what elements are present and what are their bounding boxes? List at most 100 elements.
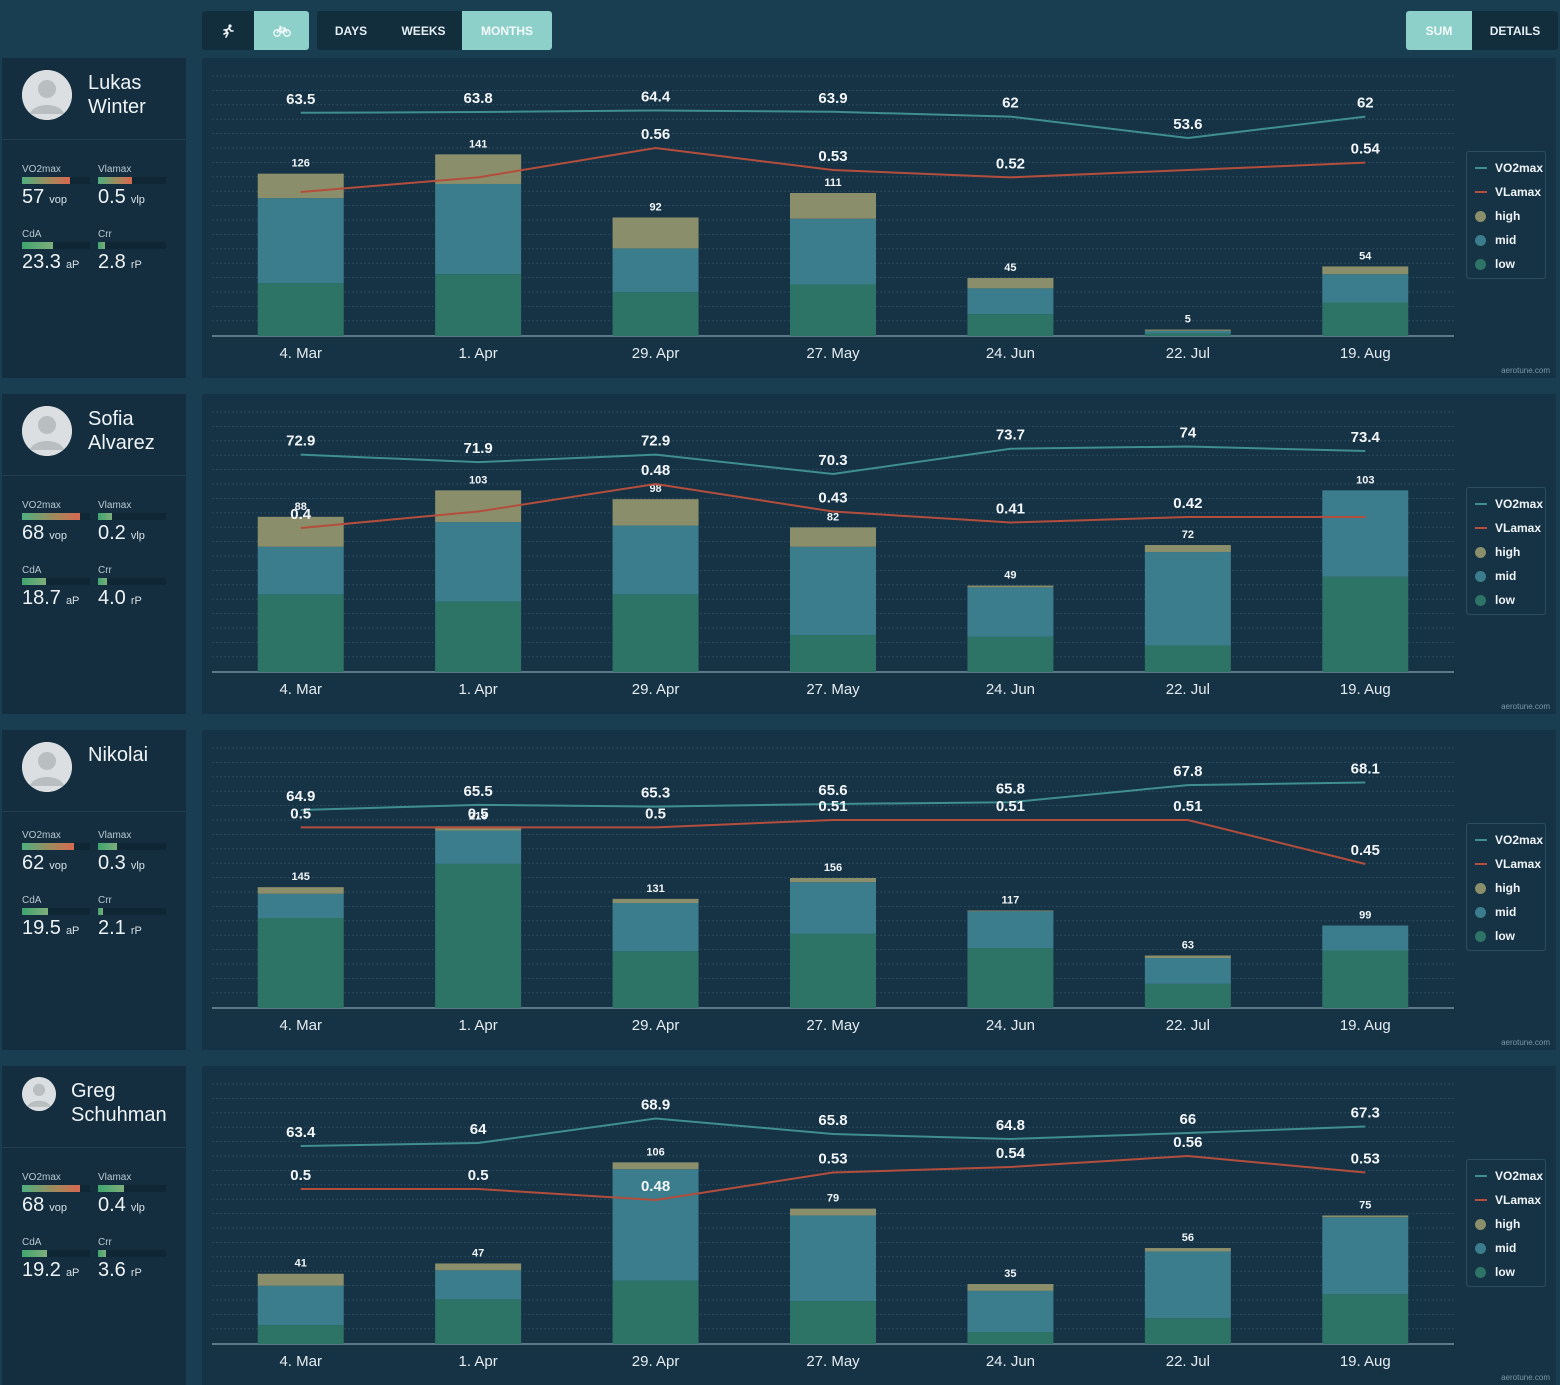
legend-item-vo2max[interactable]: VO2max <box>1475 496 1543 512</box>
legend-item-vo2max[interactable]: VO2max <box>1475 160 1543 176</box>
x-tick-label: 4. Mar <box>279 1017 322 1034</box>
legend-item-vlamax[interactable]: VLamax <box>1475 520 1541 536</box>
legend-item-mid[interactable]: mid <box>1475 904 1516 920</box>
metric-value-row: 0.2 vlp <box>98 522 168 547</box>
bar-total-label: 117 <box>1002 895 1020 907</box>
vlamax-value-label: 0.5 <box>468 1167 489 1184</box>
bar-segment-low <box>790 284 876 336</box>
avatar[interactable] <box>22 742 72 792</box>
chart-panel: 88 4. Mar 103 1. Apr 98 29. Apr 82 27. May 49 24.… <box>202 394 1556 714</box>
vlamax-value-label: 0.53 <box>818 1151 847 1168</box>
legend-item-high[interactable]: high <box>1475 544 1520 560</box>
chart-panel: 145 4. Mar 218 1. Apr 131 29. Apr 156 27. May 11… <box>202 730 1556 1050</box>
bar-segment-high <box>612 217 699 249</box>
metric-label: CdA <box>22 1237 42 1248</box>
days-button[interactable]: DAYS <box>334 23 368 38</box>
metric-value-row: 0.4 vlp <box>98 1194 168 1219</box>
metric-value: 57 <box>22 186 45 208</box>
details-button[interactable]: DETAILS <box>1489 23 1541 38</box>
metric-value: 68 <box>22 522 45 544</box>
vo2max-value-label: 65.6 <box>818 782 847 799</box>
legend-swatch <box>1475 882 1486 894</box>
metric-value-row: 68 vop <box>22 522 92 547</box>
bar-segment-high <box>257 887 344 894</box>
bar-segment-mid <box>1144 1251 1231 1319</box>
legend-item-high[interactable]: high <box>1475 880 1520 896</box>
metric-unit: rP <box>130 259 142 271</box>
vo2max-value-label: 53.6 <box>1173 116 1202 133</box>
bar-segment-low <box>257 594 344 672</box>
watermark: aerotune.com <box>1501 1373 1550 1382</box>
x-tick-label: 1. Apr <box>459 1017 498 1034</box>
metric-value-row: 4.0 rP <box>98 587 168 612</box>
legend-item-mid[interactable]: mid <box>1475 1240 1516 1256</box>
legend-item-vlamax[interactable]: VLamax <box>1475 184 1541 200</box>
cda-metric: CdA 19.5 aP <box>22 895 92 942</box>
vo2max-value-label: 74 <box>1180 425 1197 442</box>
vo2max-value-label: 70.3 <box>818 452 847 469</box>
legend-item-mid[interactable]: mid <box>1475 232 1516 248</box>
vo2max-line <box>300 445 1366 476</box>
x-tick-label: 29. Apr <box>632 1353 680 1370</box>
legend-label: mid <box>1495 569 1517 583</box>
bar-segment-high <box>1144 955 1231 958</box>
avatar[interactable] <box>22 406 72 456</box>
legend-item-vo2max[interactable]: VO2max <box>1475 832 1543 848</box>
legend-item-vlamax[interactable]: VLamax <box>1475 1192 1541 1208</box>
bar-segment-low <box>435 1299 522 1344</box>
vlamax-line <box>300 482 1366 529</box>
legend-item-high[interactable]: high <box>1475 208 1520 224</box>
vo2max-value-label: 68.9 <box>641 1097 670 1114</box>
cycling-sport-button[interactable] <box>254 11 309 50</box>
crr-metric: Crr 3.6 rP <box>98 1237 168 1284</box>
bar-total-label: 45 <box>1004 262 1016 274</box>
bar-segment-mid <box>257 546 344 595</box>
metric-bar <box>22 1185 90 1192</box>
sum-button[interactable]: SUM <box>1406 11 1472 50</box>
bar-segment-low <box>967 636 1054 672</box>
x-tick-label: 27. May <box>806 681 860 698</box>
metric-unit: vlp <box>130 860 145 872</box>
legend-item-vo2max[interactable]: VO2max <box>1475 1168 1543 1184</box>
metric-label: Vlamax <box>98 830 132 841</box>
metric-fill <box>22 242 53 249</box>
vo2max-value-label: 63.5 <box>286 91 315 108</box>
vo2max-value-label: 72.9 <box>286 433 315 450</box>
x-tick-label: 27. May <box>806 345 860 362</box>
metric-fill <box>98 1250 107 1257</box>
legend-item-low[interactable]: low <box>1475 1264 1515 1280</box>
running-sport-button[interactable] <box>202 11 254 50</box>
metric-value-row: 0.3 vlp <box>98 852 168 877</box>
months-button[interactable]: MONTHS <box>462 11 552 50</box>
vlamax-value-label: 0.51 <box>996 798 1025 815</box>
watermark: aerotune.com <box>1501 1038 1550 1047</box>
legend-label: low <box>1495 257 1515 271</box>
weeks-button[interactable]: WEEKS <box>401 23 446 38</box>
legend-swatch <box>1475 546 1486 558</box>
metric-value: 0.3 <box>98 852 126 874</box>
metric-unit: vlp <box>130 194 145 206</box>
legend-item-high[interactable]: high <box>1475 1216 1520 1232</box>
bar-segment-mid <box>435 522 522 602</box>
legend-item-vlamax[interactable]: VLamax <box>1475 856 1541 872</box>
bar-total-label: 218 <box>469 810 487 822</box>
bar-segment-low <box>967 948 1054 1008</box>
legend-item-low[interactable]: low <box>1475 928 1515 944</box>
bicycle-icon <box>272 24 291 38</box>
metric-unit: vop <box>49 860 67 872</box>
bar-segment-mid <box>967 1290 1054 1333</box>
athlete-card: Nikolai VO2max 62 vop Vlamax 0.3 vlp CdA 1… <box>2 730 186 1050</box>
avatar[interactable] <box>22 1077 56 1111</box>
legend-swatch <box>1475 503 1487 505</box>
metric-label: Crr <box>98 565 112 576</box>
vlamax-value-label: 0.5 <box>645 805 666 822</box>
legend-item-low[interactable]: low <box>1475 256 1515 272</box>
legend-item-mid[interactable]: mid <box>1475 568 1516 584</box>
legend-swatch <box>1475 1175 1487 1177</box>
metric-value: 4.0 <box>98 587 126 609</box>
legend-item-low[interactable]: low <box>1475 592 1515 608</box>
bar-segment-low <box>435 274 522 336</box>
bar-segment-mid <box>1144 552 1231 646</box>
avatar[interactable] <box>22 70 72 120</box>
bar-segment-high <box>967 278 1054 289</box>
